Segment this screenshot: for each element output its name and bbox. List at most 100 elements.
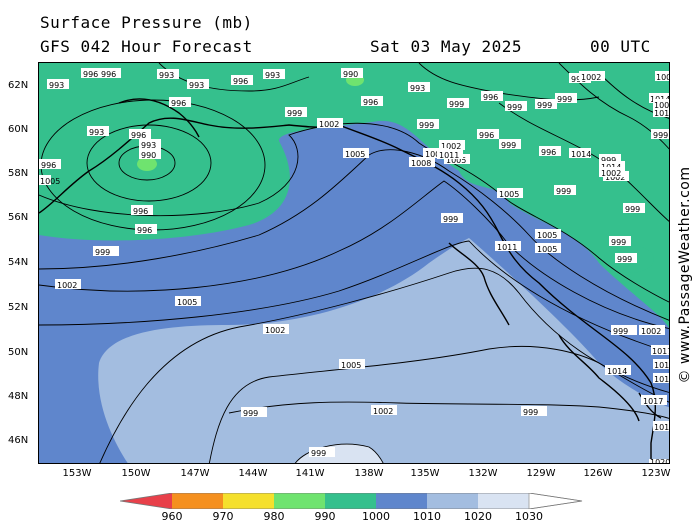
legend-label: 1010: [413, 510, 441, 523]
contour-label-box: [639, 325, 665, 335]
contour-label-box: [477, 129, 499, 139]
contour-label: 1017: [654, 375, 670, 384]
low-center-990: [137, 157, 157, 171]
contour-label-box: [495, 241, 521, 251]
contour-label: 993: [265, 71, 280, 80]
contour-label-box: [169, 97, 191, 107]
contour-label-box: [309, 447, 335, 457]
lat-tick: 62N: [8, 80, 29, 91]
contour-label: 1014: [607, 367, 627, 376]
contour-label: 990: [141, 151, 156, 160]
legend-label: 1020: [464, 510, 492, 523]
legend-swatch: [427, 493, 478, 509]
contour-label: 1011: [439, 151, 459, 160]
valid-time: 00 UTC: [590, 37, 651, 56]
contour-label-box: [439, 140, 465, 150]
contour-label: 999: [449, 100, 464, 109]
lat-tick: 60N: [8, 124, 29, 135]
contour-label-box: [339, 359, 365, 369]
contour-label-box: [263, 69, 285, 79]
contour-label: 999: [613, 327, 628, 336]
legend-swatch: [325, 493, 376, 509]
contour-labels: 993 996 993 993 996 993 990 993 996 999 …: [39, 68, 670, 463]
contour-label-box: [649, 459, 669, 463]
contour-label: 1002: [641, 327, 661, 336]
contour-label-box: [371, 405, 397, 415]
contour-label-box: [437, 149, 463, 159]
contour-label: 999: [523, 408, 538, 417]
contour-label-box: [651, 129, 669, 139]
contour-label: 1008: [425, 150, 445, 159]
lat-tick: 52N: [8, 302, 29, 313]
contour-label: 1005: [499, 190, 519, 199]
contour-label: 999: [419, 121, 434, 130]
coastline: [39, 98, 662, 463]
legend-label: 1000: [362, 510, 390, 523]
legend-swatch: [274, 493, 325, 509]
contour-label: 1008: [411, 159, 431, 168]
contour-label-box: [579, 71, 605, 81]
contour-label: 996: [363, 98, 378, 107]
legend-swatch: [223, 493, 274, 509]
contour-label-box: [535, 229, 561, 239]
legend-label: 960: [161, 510, 183, 523]
lon-tick: 123W: [641, 468, 671, 479]
contour-label: 1014: [571, 150, 591, 159]
contour-label: 996: [101, 70, 116, 79]
contour-label: 1005: [345, 150, 365, 159]
lon-tick: 153W: [62, 468, 92, 479]
lon-tick: 129W: [526, 468, 556, 479]
contour-label: 999: [507, 103, 522, 112]
contour-label-box: [39, 159, 61, 169]
contour-label: 993: [89, 128, 104, 137]
lat-tick: 46N: [8, 435, 29, 446]
contour-label: 993: [159, 71, 174, 80]
contour-label: 996: [571, 75, 586, 84]
contour-label-box: [361, 96, 383, 106]
map-title: Surface Pressure (mb): [40, 13, 253, 32]
contour-label-box: [497, 188, 523, 198]
contour-label-box: [555, 93, 577, 103]
contour-label: 993: [189, 81, 204, 90]
lon-tick: 144W: [238, 468, 268, 479]
contour-label: 993: [141, 141, 156, 150]
contour-label: 996: [131, 131, 146, 140]
contour-label: 999: [95, 248, 110, 257]
legend-swatch: [478, 493, 529, 509]
contour-label: 999: [537, 101, 552, 110]
contour-label: 996: [83, 70, 98, 79]
contour-label: 996: [133, 207, 148, 216]
pressure-map-svg: 993 996 993 993 996 993 990 993 996 999 …: [39, 63, 670, 463]
contour-label: 996: [541, 148, 556, 157]
contour-label-box: [535, 99, 557, 109]
contour-label: 999: [443, 215, 458, 224]
contour-label-box: [157, 69, 179, 79]
contour-label: 996: [171, 99, 186, 108]
contour-label: 1002: [441, 142, 461, 151]
contour-label: 999: [653, 131, 668, 140]
contour-label: 1014: [654, 423, 670, 432]
contour-label-box: [521, 406, 547, 416]
contour-label: 999: [243, 409, 258, 418]
contour-label-box: [653, 421, 669, 431]
contour-label: 1002: [605, 173, 625, 182]
contour-label-box: [409, 157, 435, 167]
contour-label-box: [505, 101, 527, 111]
legend-label: 1030: [515, 510, 543, 523]
contour-label-box: [653, 107, 669, 117]
legend-label: 970: [212, 510, 234, 523]
contour-label-box: [408, 82, 430, 92]
band-1020-1030: [295, 444, 384, 463]
legend-swatch: [172, 493, 223, 509]
contour-label: 996: [479, 131, 494, 140]
legend-swatch: [120, 493, 172, 509]
contour-label-box: [343, 148, 369, 158]
contour-label: 1005: [40, 177, 60, 186]
contour-label-box: [93, 246, 119, 256]
contour-label-box: [653, 373, 669, 383]
lon-tick: 132W: [468, 468, 498, 479]
contour-label-box: [499, 139, 521, 149]
contour-label-box: [139, 139, 161, 149]
contour-label-box: [653, 359, 669, 369]
contour-label-box: [87, 126, 109, 136]
